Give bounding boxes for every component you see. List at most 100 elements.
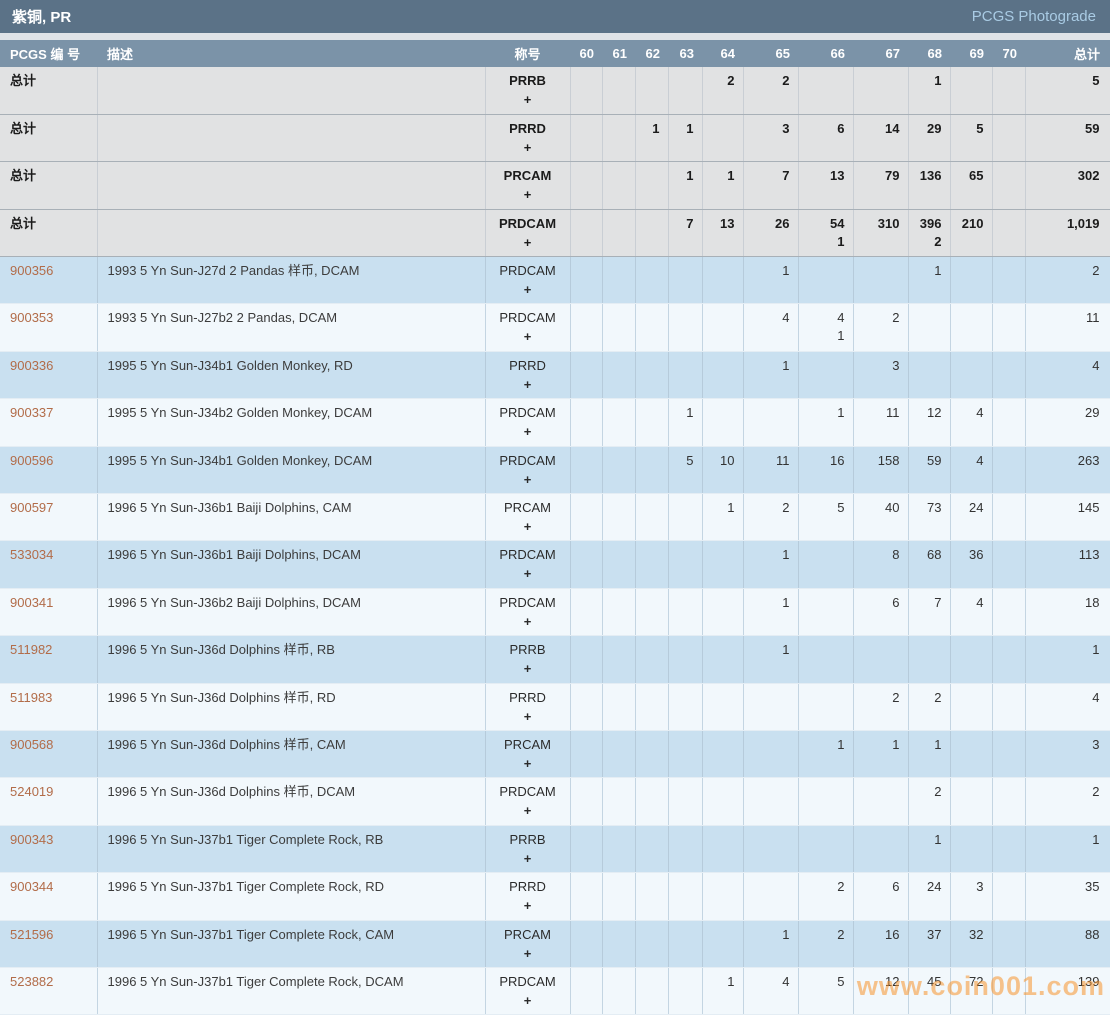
- summary-row: 总计 PRRD +1 1 3 6 14 29 5 59: [0, 114, 1110, 163]
- grade-count-cell: 1: [668, 161, 703, 210]
- grade-count-cell: 24: [908, 872, 951, 921]
- grade-count-cell: [950, 683, 993, 731]
- grade-count-cell: 29: [908, 114, 951, 163]
- grade-count-cell: [853, 67, 909, 115]
- grade-count-value: 5: [837, 973, 845, 989]
- grade-count-cell: 1: [635, 114, 669, 163]
- table-row: 900597 1996 5 Yn Sun-J36b1 Baiji Dolphins…: [0, 493, 1110, 542]
- grade-count-cell: 3: [853, 351, 909, 400]
- grade-count-value: 210: [961, 215, 984, 231]
- grade-count-cell: [635, 730, 669, 779]
- grade-count-cell: [668, 303, 703, 352]
- pcgs-number-link[interactable]: 900343: [10, 831, 54, 847]
- grade-count-cell: 2: [908, 777, 951, 826]
- table-row: 900336 1995 5 Yn Sun-J34b1 Golden Monkey,…: [0, 351, 1110, 400]
- grade-count-cell: 5: [950, 114, 993, 163]
- grade-count-cell: [743, 683, 799, 731]
- col-header-grade-70: 70: [992, 40, 1025, 67]
- col-header-description: 描述: [97, 40, 485, 67]
- pcgs-number-link[interactable]: 900568: [10, 736, 54, 752]
- grade-count-value: 1: [892, 736, 900, 752]
- grade-count-value: 72: [969, 973, 984, 989]
- pcgs-number-link[interactable]: 900344: [10, 879, 54, 895]
- grade-count-cell: [702, 114, 744, 163]
- grade-count-cell: 5: [798, 967, 854, 1015]
- designation-label: PRDCAM: [499, 405, 556, 421]
- total-count-cell: 11: [1025, 303, 1110, 352]
- pcgs-number-link[interactable]: 533034: [10, 547, 54, 563]
- designation-label: PRDCAM: [498, 215, 557, 231]
- grade-count-cell: [635, 256, 669, 305]
- total-row-label: 总计: [0, 114, 98, 163]
- pcgs-number-link[interactable]: 900336: [10, 357, 54, 373]
- grade-count-cell: [635, 967, 669, 1015]
- grade-count-value: 1: [727, 973, 735, 989]
- description-cell: 1993 5 Yn Sun-J27b2 2 Pandas, DCAM: [97, 303, 486, 352]
- grade-count-cell: [992, 209, 1026, 258]
- grade-count-value: 1: [652, 120, 660, 136]
- col-header-grade-62: 62: [635, 40, 668, 67]
- grade-count-value: 2: [892, 310, 900, 326]
- grade-count-cell: 1: [798, 730, 854, 779]
- grade-count-cell: [950, 777, 993, 826]
- grade-count-cell: [602, 256, 636, 305]
- pcgs-number-cell: 900356: [0, 256, 98, 305]
- plus-grade-label: +: [523, 471, 532, 487]
- designation-label: PRRB: [509, 831, 546, 847]
- table-row: 900341 1996 5 Yn Sun-J36b2 Baiji Dolphins…: [0, 588, 1110, 637]
- plus-grade-label: +: [523, 187, 532, 203]
- grade-count-cell: [798, 683, 854, 731]
- grade-plus-count-value: 1: [837, 328, 845, 344]
- col-header-designation: 称号: [485, 40, 570, 67]
- grade-count-value: 1: [934, 263, 942, 279]
- grade-count-value: 26: [775, 215, 790, 231]
- grade-count-cell: [853, 825, 909, 874]
- grade-count-cell: 2: [853, 303, 909, 352]
- pcgs-number-link[interactable]: 900341: [10, 594, 54, 610]
- total-count-cell: 4: [1025, 351, 1110, 400]
- grade-count-cell: 5: [798, 493, 854, 542]
- grade-count-value: 1: [782, 263, 790, 279]
- grade-count-cell: [668, 683, 703, 731]
- grade-count-cell: 37: [908, 920, 951, 968]
- pcgs-number-link[interactable]: 900337: [10, 405, 54, 421]
- pcgs-number-link[interactable]: 900356: [10, 263, 54, 279]
- designation-label: PRDCAM: [499, 594, 556, 610]
- grade-count-value: 6: [837, 120, 845, 136]
- total-count-cell: 263: [1025, 446, 1110, 495]
- grade-count-value: 5: [976, 120, 984, 136]
- designation-cell: PRRD +: [485, 683, 571, 731]
- grade-count-cell: [702, 303, 744, 352]
- description-cell: 1995 5 Yn Sun-J34b1 Golden Monkey, RD: [97, 351, 486, 400]
- pcgs-number-link[interactable]: 511983: [10, 689, 53, 705]
- grade-count-value: 54: [830, 215, 845, 231]
- table-header: PCGS 编 号 描述 称号 60 61 62 63 64 65 66 67 6…: [0, 40, 1110, 67]
- designation-label: PRCAM: [503, 168, 552, 184]
- grade-count-value: 79: [885, 168, 900, 184]
- designation-label: PRRB: [509, 73, 546, 88]
- photograde-link[interactable]: PCGS Photograde: [971, 8, 1096, 25]
- population-table: PCGS 编 号 描述 称号 60 61 62 63 64 65 66 67 6…: [0, 40, 1110, 1015]
- pcgs-number-link[interactable]: 900597: [10, 500, 54, 516]
- total-count-cell: 2: [1025, 256, 1110, 305]
- grade-count-cell: 210: [950, 209, 993, 258]
- pcgs-number-link[interactable]: 511982: [10, 642, 53, 658]
- grade-count-value: 16: [885, 926, 900, 942]
- pcgs-number-link[interactable]: 900353: [10, 310, 54, 326]
- pcgs-number-link[interactable]: 900596: [10, 452, 54, 468]
- table-row: 900356 1993 5 Yn Sun-J27d 2 Pandas 样币, DC…: [0, 256, 1110, 305]
- grade-count-cell: 396 2: [908, 209, 951, 258]
- pcgs-number-link[interactable]: 524019: [10, 784, 54, 800]
- pcgs-number-link[interactable]: 523882: [10, 973, 54, 989]
- designation-label: PRCAM: [504, 736, 551, 752]
- header-row: PCGS 编 号 描述 称号 60 61 62 63 64 65 66 67 6…: [0, 40, 1110, 67]
- grade-count-cell: [668, 67, 703, 115]
- grade-count-cell: 13: [702, 209, 744, 258]
- grade-count-value: 24: [969, 500, 984, 516]
- grade-count-cell: [602, 209, 636, 258]
- grade-count-cell: [570, 967, 603, 1015]
- description-cell: 1996 5 Yn Sun-J37b1 Tiger Complete Rock,…: [97, 825, 486, 874]
- pcgs-number-link[interactable]: 521596: [10, 926, 54, 942]
- col-header-grade-69: 69: [950, 40, 992, 67]
- grade-count-cell: [570, 825, 603, 874]
